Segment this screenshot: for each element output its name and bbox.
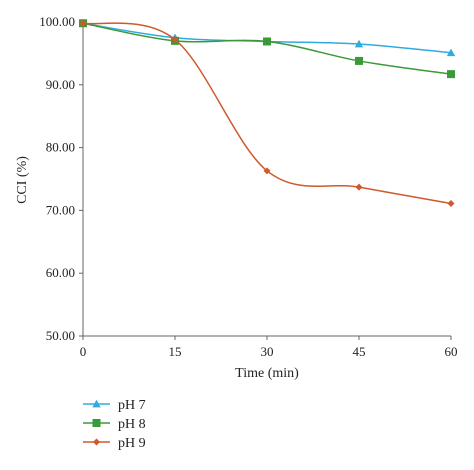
y-tick-label: 60.00 <box>46 265 75 280</box>
series-layer <box>78 19 456 207</box>
y-tick-label: 100.00 <box>39 14 75 29</box>
x-tick-label: 60 <box>445 344 458 359</box>
legend-label: pH 8 <box>118 417 146 432</box>
legend-item-ph-7: pH 7 <box>83 398 146 413</box>
x-tick-label: 15 <box>169 344 182 359</box>
legend: pH 7 pH 8 pH 9 <box>83 398 146 451</box>
data-point-ph-7 <box>446 48 456 57</box>
legend-item-ph-8: pH 8 <box>83 417 146 432</box>
data-point-ph-9 <box>447 199 455 207</box>
y-tick-label: 90.00 <box>46 77 75 92</box>
legend-label: pH 9 <box>118 436 146 451</box>
x-tick-label: 0 <box>80 344 87 359</box>
x-tick-label: 30 <box>261 344 274 359</box>
legend-marker <box>92 419 101 427</box>
data-point-ph-8 <box>447 70 455 79</box>
legend-marker <box>92 399 101 408</box>
data-point-ph-7 <box>354 39 364 48</box>
y-tick-label: 80.00 <box>46 140 75 155</box>
series-line-ph-8 <box>82 22 452 75</box>
legend-label: pH 7 <box>118 398 146 413</box>
x-tick-label: 45 <box>353 344 366 359</box>
legend-item-ph-9: pH 9 <box>83 436 146 451</box>
data-point-ph-9 <box>79 19 87 27</box>
data-point-ph-8 <box>263 37 271 46</box>
x-tick-labels: 0 15 30 45 60 <box>80 344 458 359</box>
series-ph-8 <box>79 19 455 79</box>
data-point-ph-9 <box>171 36 179 44</box>
y-tick-label: 70.00 <box>46 202 75 217</box>
legend-marker <box>93 438 100 446</box>
y-axis-title: CCI (%) <box>15 156 30 204</box>
data-point-ph-9 <box>355 183 363 191</box>
y-tick-label: 50.00 <box>46 328 75 343</box>
x-axis-title: Time (min) <box>235 366 299 381</box>
data-point-ph-9 <box>263 167 271 175</box>
series-ph-9 <box>79 19 455 207</box>
series-line-ph-9 <box>82 22 452 205</box>
y-tick-labels: 50.00 60.00 70.00 80.00 90.00 100.00 <box>39 14 75 343</box>
chart-axes <box>79 21 452 340</box>
data-point-ph-8 <box>355 56 363 65</box>
